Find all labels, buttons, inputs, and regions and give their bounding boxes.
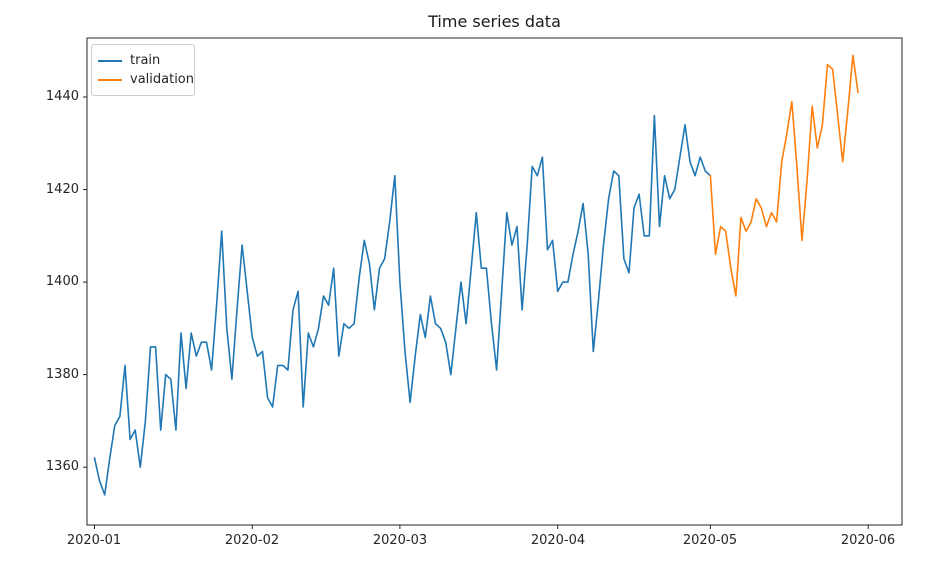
legend-item-train: train xyxy=(98,51,184,70)
legend-label-train: train xyxy=(130,53,161,68)
y-tick-label: 1440 xyxy=(45,89,79,104)
y-tick-label: 1420 xyxy=(45,182,79,197)
x-tick-label: 2020-05 xyxy=(682,533,738,548)
validation-line xyxy=(709,54,859,297)
x-tick-label: 2020-04 xyxy=(530,533,586,548)
y-tick-label: 1360 xyxy=(45,459,79,474)
x-tick-label: 2020-01 xyxy=(66,533,122,548)
train-line xyxy=(93,114,712,496)
validation-line-swatch xyxy=(98,78,122,81)
legend: train validation xyxy=(91,44,195,96)
legend-item-validation: validation xyxy=(98,70,194,89)
train-line-swatch xyxy=(98,59,122,62)
chart-title: Time series data xyxy=(428,12,561,31)
y-tick-label: 1380 xyxy=(45,367,79,382)
x-tick-label: 2020-02 xyxy=(224,533,280,548)
x-tick-label: 2020-06 xyxy=(840,533,896,548)
plot-border xyxy=(86,37,903,526)
x-tick-label: 2020-03 xyxy=(372,533,428,548)
y-tick-label: 1400 xyxy=(45,274,79,289)
legend-label-validation: validation xyxy=(130,72,195,87)
